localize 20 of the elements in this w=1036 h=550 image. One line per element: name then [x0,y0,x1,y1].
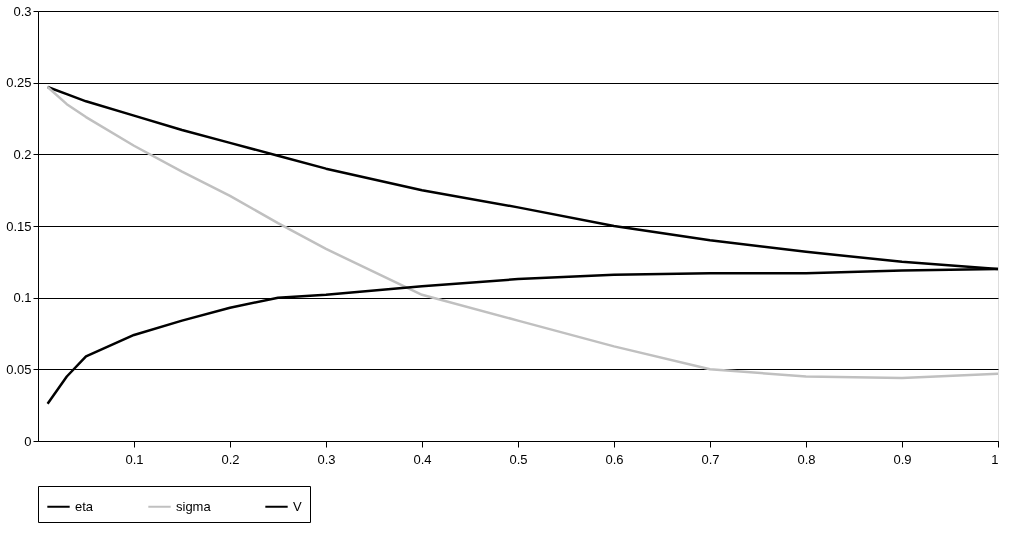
x-tick-label: 0.2 [221,451,240,467]
x-tick-label: 1 [991,451,999,467]
legend-label: sigma [176,498,212,514]
legend-label: V [293,498,302,514]
y-tick-label: 0.15 [6,218,32,234]
y-tick-label: 0.2 [13,146,32,162]
x-tick-label: 0.6 [605,451,624,467]
y-tick-label: 0.25 [6,75,32,91]
x-tick-label: 0.4 [413,451,432,467]
x-tick-label: 0.1 [125,451,144,467]
y-tick-label: 0.3 [13,3,32,19]
x-tick-label: 0.7 [701,451,720,467]
legend-label: eta [75,498,94,514]
x-tick-label: 0.3 [317,451,336,467]
x-tick-label: 0.5 [509,451,528,467]
y-tick-label: 0.1 [13,290,32,306]
x-tick-label: 0.9 [893,451,912,467]
y-tick-label: 0 [24,433,32,449]
x-tick-label: 0.8 [797,451,816,467]
y-tick-label: 0.05 [6,361,32,377]
